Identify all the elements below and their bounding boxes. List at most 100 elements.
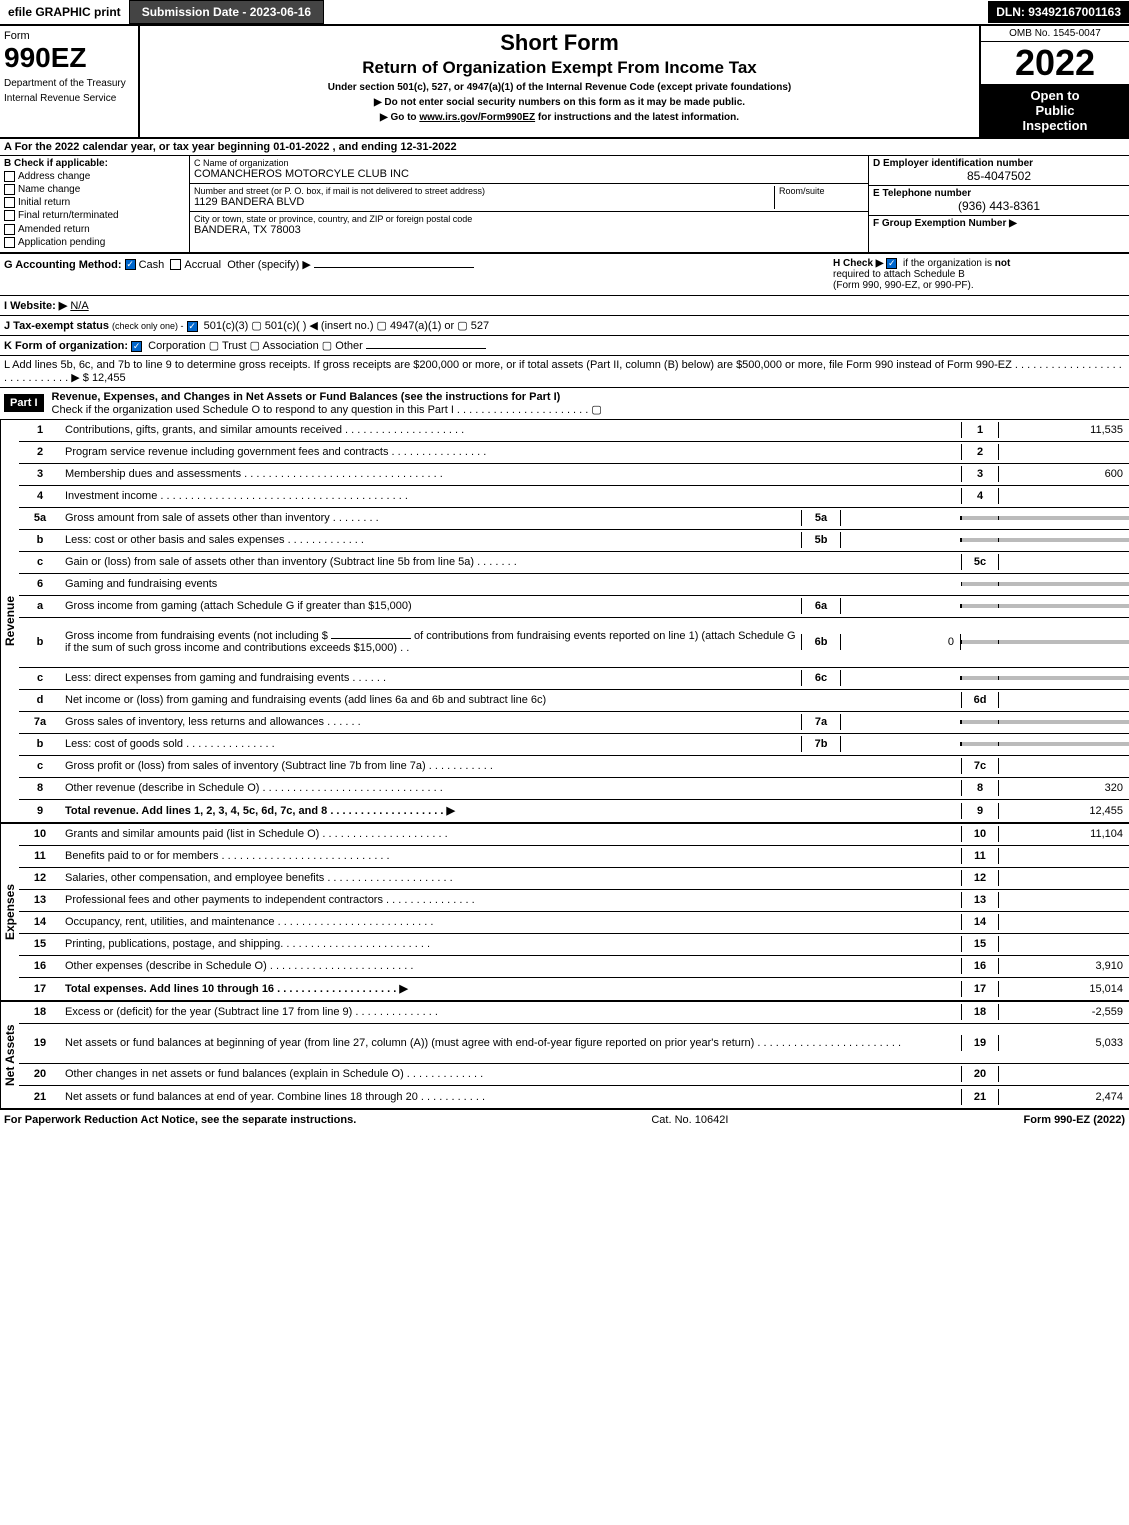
revenue-vertical-label: Revenue xyxy=(0,420,19,822)
tel-value: (936) 443-8361 xyxy=(873,199,1125,213)
line-6a: aGross income from gaming (attach Schedu… xyxy=(19,596,1129,618)
tel-row: E Telephone number (936) 443-8361 xyxy=(869,186,1129,216)
line-7b: bLess: cost of goods sold . . . . . . . … xyxy=(19,734,1129,756)
chk-schedule-b[interactable]: ✓ xyxy=(886,258,897,269)
room-suite-label: Room/suite xyxy=(779,186,864,196)
line-19-amt: 5,033 xyxy=(999,1035,1129,1051)
line-6d-amt xyxy=(999,698,1129,702)
org-name: COMANCHEROS MOTORCYLE CLUB INC xyxy=(194,168,864,180)
ein-label: D Employer identification number xyxy=(873,158,1125,169)
line-8-amt: 320 xyxy=(999,780,1129,796)
line-6b-subval: 0 xyxy=(841,634,961,650)
line-14: 14Occupancy, rent, utilities, and mainte… xyxy=(19,912,1129,934)
footer-right: Form 990-EZ (2022) xyxy=(1024,1114,1126,1126)
row-i-website: I Website: ▶ N/A xyxy=(0,296,1129,316)
accounting-label: G Accounting Method: xyxy=(4,259,122,271)
form-label: Form xyxy=(4,30,134,42)
line-5b: bLess: cost or other basis and sales exp… xyxy=(19,530,1129,552)
h-text3: (Form 990, 990-EZ, or 990-PF). xyxy=(833,280,974,291)
chk-amended-return[interactable]: Amended return xyxy=(4,224,185,235)
open-line3: Inspection xyxy=(985,118,1125,133)
chk-name-change[interactable]: Name change xyxy=(4,184,185,195)
website-label: I Website: ▶ xyxy=(4,300,67,312)
line-5c: cGain or (loss) from sale of assets othe… xyxy=(19,552,1129,574)
line-16-amt: 3,910 xyxy=(999,958,1129,974)
line-12: 12Salaries, other compensation, and empl… xyxy=(19,868,1129,890)
form-subtitle: Return of Organization Exempt From Incom… xyxy=(144,58,975,78)
chk-corporation[interactable]: ✓ xyxy=(131,341,142,352)
line-17-amt: 15,014 xyxy=(999,981,1129,997)
section-c: C Name of organization COMANCHEROS MOTOR… xyxy=(190,156,869,252)
org-addr: 1129 BANDERA BLVD xyxy=(194,196,774,208)
revenue-section: Revenue 1Contributions, gifts, grants, a… xyxy=(0,420,1129,824)
omb-number: OMB No. 1545-0047 xyxy=(981,26,1129,42)
tel-label: E Telephone number xyxy=(873,188,1125,199)
line-6b: b Gross income from fundraising events (… xyxy=(19,618,1129,668)
org-city-label: City or town, state or province, country… xyxy=(194,214,864,224)
line-10: 10Grants and similar amounts paid (list … xyxy=(19,824,1129,846)
line-21-amt: 2,474 xyxy=(999,1089,1129,1105)
footer-mid: Cat. No. 10642I xyxy=(356,1114,1023,1126)
form-url-link[interactable]: www.irs.gov/Form990EZ xyxy=(419,112,535,123)
chk-501c3[interactable]: ✓ xyxy=(187,321,198,332)
line-9-amt: 12,455 xyxy=(999,803,1129,819)
chk-application-pending[interactable]: Application pending xyxy=(4,237,185,248)
line-13: 13Professional fees and other payments t… xyxy=(19,890,1129,912)
open-to-public: Open to Public Inspection xyxy=(981,84,1129,137)
org-addr-label: Number and street (or P. O. box, if mail… xyxy=(194,186,774,196)
part1-header: Part I xyxy=(4,394,44,412)
chk-initial-return[interactable]: Initial return xyxy=(4,197,185,208)
line-8: 8Other revenue (describe in Schedule O) … xyxy=(19,778,1129,800)
chk-cash[interactable]: ✓ xyxy=(125,259,136,270)
chk-address-change[interactable]: Address change xyxy=(4,171,185,182)
line-11-amt xyxy=(999,854,1129,858)
section-de: D Employer identification number 85-4047… xyxy=(869,156,1129,252)
expenses-vertical-label: Expenses xyxy=(0,824,19,1000)
header-center-block: Short Form Return of Organization Exempt… xyxy=(140,26,979,137)
form-org-opts: Corporation ▢ Trust ▢ Association ▢ Othe… xyxy=(148,340,363,352)
part1-header-row: Part I Revenue, Expenses, and Changes in… xyxy=(0,388,1129,420)
form-sub3: ▶ Go to www.irs.gov/Form990EZ for instru… xyxy=(144,112,975,123)
line-7a: 7aGross sales of inventory, less returns… xyxy=(19,712,1129,734)
part1-title: Revenue, Expenses, and Changes in Net As… xyxy=(52,391,1125,403)
chk-accrual[interactable] xyxy=(170,259,181,270)
line-2: 2Program service revenue including gover… xyxy=(19,442,1129,464)
row-g-h: G Accounting Method: ✓Cash Accrual Other… xyxy=(0,254,1129,296)
line-12-amt xyxy=(999,876,1129,880)
line-16: 16Other expenses (describe in Schedule O… xyxy=(19,956,1129,978)
org-addr-row: Number and street (or P. O. box, if mail… xyxy=(190,184,868,212)
org-city: BANDERA, TX 78003 xyxy=(194,224,864,236)
line-9: 9Total revenue. Add lines 1, 2, 3, 4, 5c… xyxy=(19,800,1129,822)
dept-irs: Internal Revenue Service xyxy=(4,93,134,104)
section-h: H Check ▶ ✓ if the organization is not r… xyxy=(829,254,1129,295)
line-3: 3Membership dues and assessments . . . .… xyxy=(19,464,1129,486)
line-6c: cLess: direct expenses from gaming and f… xyxy=(19,668,1129,690)
row-k-form-org: K Form of organization: ✓ Corporation ▢ … xyxy=(0,336,1129,356)
row-j-tax-exempt: J Tax-exempt status (check only one) - ✓… xyxy=(0,316,1129,336)
row-l-text: L Add lines 5b, 6c, and 7b to line 9 to … xyxy=(4,359,1122,384)
line-1: 1Contributions, gifts, grants, and simil… xyxy=(19,420,1129,442)
efile-label: efile GRAPHIC print xyxy=(0,1,129,23)
part1-check: Check if the organization used Schedule … xyxy=(52,403,1125,416)
line-19: 19Net assets or fund balances at beginni… xyxy=(19,1024,1129,1064)
page-footer: For Paperwork Reduction Act Notice, see … xyxy=(0,1110,1129,1130)
tax-exempt-label: J Tax-exempt status xyxy=(4,320,109,332)
section-b-label: B Check if applicable: xyxy=(4,158,185,169)
form-number: 990EZ xyxy=(4,42,134,74)
tax-year: 2022 xyxy=(981,42,1129,84)
h-text2: required to attach Schedule B xyxy=(833,269,965,280)
netassets-section: Net Assets 18Excess or (deficit) for the… xyxy=(0,1002,1129,1110)
chk-final-return[interactable]: Final return/terminated xyxy=(4,210,185,221)
footer-left: For Paperwork Reduction Act Notice, see … xyxy=(4,1114,356,1126)
line-2-amt xyxy=(999,450,1129,454)
line-3-amt: 600 xyxy=(999,466,1129,482)
line-20: 20Other changes in net assets or fund ba… xyxy=(19,1064,1129,1086)
line-17: 17Total expenses. Add lines 10 through 1… xyxy=(19,978,1129,1000)
line-7c: cGross profit or (loss) from sales of in… xyxy=(19,756,1129,778)
submission-date-button[interactable]: Submission Date - 2023-06-16 xyxy=(129,0,324,24)
line-14-amt xyxy=(999,920,1129,924)
form-sub2: ▶ Do not enter social security numbers o… xyxy=(144,97,975,108)
form-org-label: K Form of organization: xyxy=(4,340,128,352)
group-exemption-row: F Group Exemption Number ▶ xyxy=(869,216,1129,244)
line-15-amt xyxy=(999,942,1129,946)
